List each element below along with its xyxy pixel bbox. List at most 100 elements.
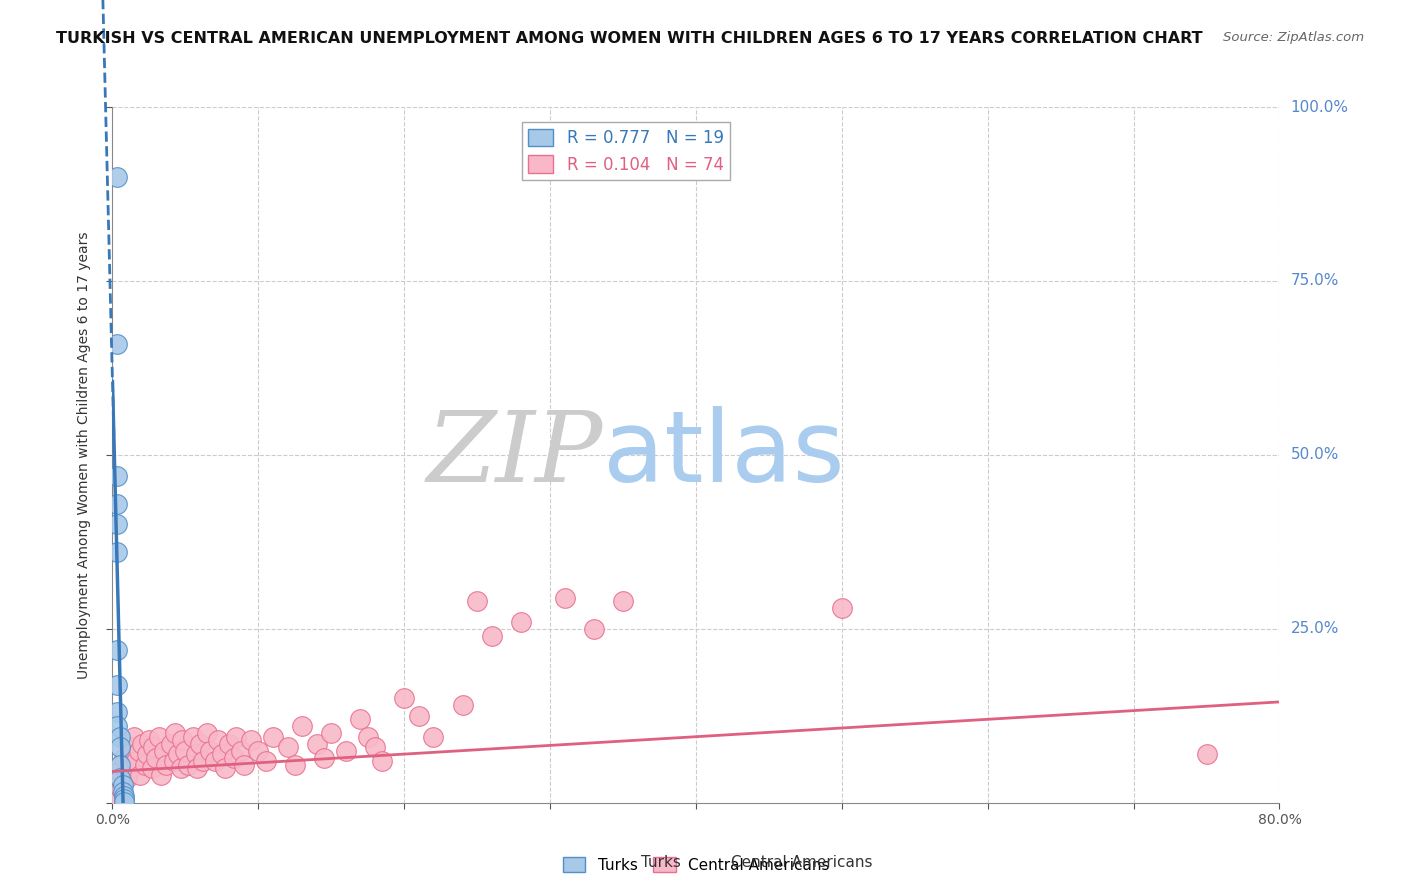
Point — [167, 747, 190, 761]
Text: TURKISH VS CENTRAL AMERICAN UNEMPLOYMENT AMONG WOMEN WITH CHILDREN AGES 6 TO 17 : TURKISH VS CENTRAL AMERICAN UNEMPLOYMENT… — [56, 31, 1204, 46]
Point — [321, 726, 343, 740]
Point — [120, 761, 142, 775]
Point — [254, 754, 277, 768]
Point — [392, 691, 416, 706]
Text: 25.0%: 25.0% — [1291, 622, 1339, 636]
Point — [335, 744, 357, 758]
Point — [284, 757, 307, 772]
Point — [582, 622, 605, 636]
Point — [229, 744, 252, 758]
Point — [240, 733, 263, 747]
Point — [232, 757, 254, 772]
Point — [422, 730, 444, 744]
Point — [195, 726, 218, 740]
Text: Source: ZipAtlas.com: Source: ZipAtlas.com — [1223, 31, 1364, 45]
Legend: Turks, Central Americans: Turks, Central Americans — [557, 850, 835, 879]
Point — [105, 792, 128, 806]
Point — [108, 740, 131, 755]
Point — [349, 712, 371, 726]
Point — [125, 754, 148, 768]
Point — [214, 761, 236, 775]
Point — [163, 754, 186, 768]
Point — [408, 708, 430, 723]
Point — [291, 719, 314, 733]
Point — [111, 778, 134, 792]
Point — [170, 761, 193, 775]
Point — [138, 733, 160, 747]
Point — [225, 730, 247, 744]
Point — [108, 764, 131, 779]
Point — [142, 740, 165, 755]
Text: Central Americans: Central Americans — [731, 855, 872, 870]
Point — [112, 795, 135, 809]
Point — [134, 757, 156, 772]
Point — [181, 730, 204, 744]
Point — [831, 601, 853, 615]
Point — [247, 744, 270, 758]
Point — [108, 772, 131, 786]
Point — [131, 737, 153, 751]
Point — [204, 754, 226, 768]
Text: 75.0%: 75.0% — [1291, 274, 1339, 288]
Point — [129, 768, 152, 782]
Point — [136, 747, 159, 761]
Point — [207, 733, 229, 747]
Point — [108, 757, 131, 772]
Text: Turks: Turks — [641, 855, 681, 870]
Point — [110, 781, 132, 796]
Point — [612, 594, 634, 608]
Point — [364, 740, 387, 755]
Point — [105, 706, 128, 720]
Text: atlas: atlas — [603, 407, 844, 503]
Point — [262, 730, 284, 744]
Point — [312, 750, 335, 764]
Point — [222, 750, 245, 764]
Point — [305, 737, 328, 751]
Point — [152, 744, 174, 758]
Point — [177, 757, 200, 772]
Text: 50.0%: 50.0% — [1291, 448, 1339, 462]
Point — [124, 730, 146, 744]
Point — [111, 785, 134, 799]
Point — [141, 761, 163, 775]
Point — [105, 719, 128, 733]
Point — [105, 497, 128, 511]
Point — [218, 737, 240, 751]
Point — [357, 730, 380, 744]
Point — [112, 789, 135, 803]
Point — [554, 591, 576, 605]
Point — [105, 677, 128, 691]
Point — [105, 775, 128, 789]
Point — [128, 744, 150, 758]
Point — [105, 336, 128, 351]
Point — [105, 642, 128, 657]
Point — [165, 726, 187, 740]
Point — [1195, 747, 1218, 761]
Point — [105, 169, 128, 184]
Point — [481, 629, 503, 643]
Point — [191, 754, 214, 768]
Point — [118, 740, 141, 755]
Point — [148, 730, 170, 744]
Point — [112, 750, 135, 764]
Point — [115, 772, 138, 786]
Point — [108, 730, 131, 744]
Point — [188, 737, 211, 751]
Point — [184, 747, 207, 761]
Point — [112, 792, 135, 806]
Point — [200, 744, 222, 758]
Point — [276, 740, 298, 755]
Point — [149, 768, 172, 782]
Point — [155, 757, 177, 772]
Point — [105, 517, 128, 532]
Point — [172, 733, 194, 747]
Point — [160, 737, 183, 751]
Point — [371, 754, 394, 768]
Point — [105, 468, 128, 483]
Point — [145, 750, 167, 764]
Point — [465, 594, 488, 608]
Text: 100.0%: 100.0% — [1291, 100, 1348, 114]
Text: ZIP: ZIP — [426, 408, 603, 502]
Point — [451, 698, 474, 713]
Point — [211, 747, 233, 761]
